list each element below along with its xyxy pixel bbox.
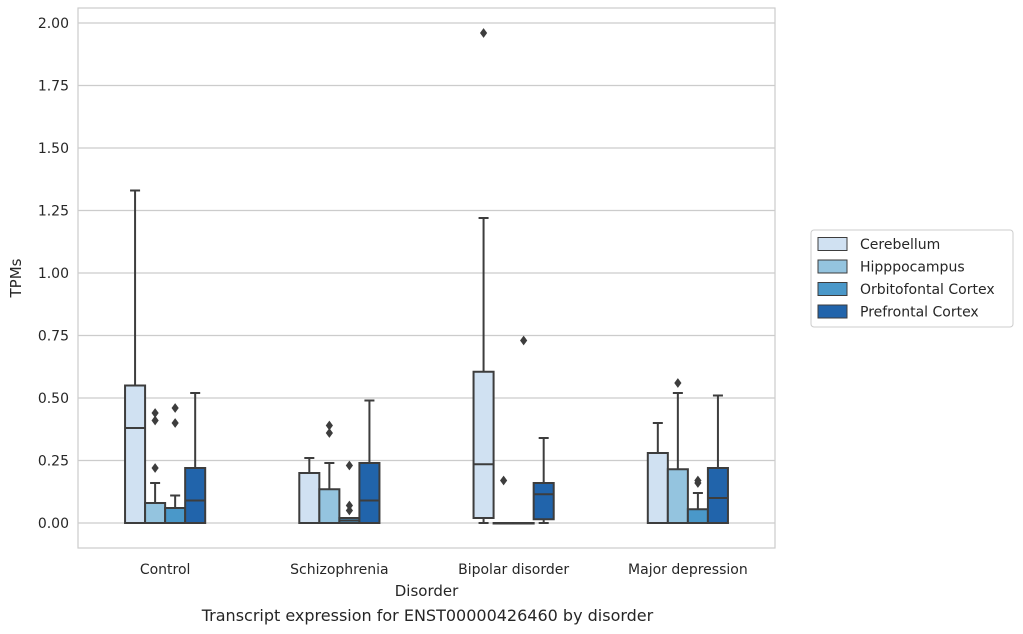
- outlier-point: [171, 403, 179, 413]
- y-axis-label: TPMs: [7, 258, 25, 298]
- box-body: [532, 482, 555, 521]
- legend-item: Hipppocampus: [817, 259, 965, 276]
- series-3: [164, 335, 709, 525]
- legend-item: Prefrontal Cortex: [817, 304, 979, 321]
- box: [164, 403, 187, 524]
- outlier-point: [325, 420, 333, 431]
- legend-swatch: [817, 282, 848, 296]
- y-tick-label: 1.50: [38, 141, 69, 157]
- box-body: [124, 384, 147, 524]
- box: [646, 422, 669, 524]
- box: [686, 475, 709, 524]
- box-body: [706, 467, 729, 524]
- box: [318, 420, 341, 524]
- legend-item: Orbitofontal Cortex: [817, 282, 995, 298]
- y-tick-label: 0.25: [38, 454, 69, 470]
- box-series-group: [124, 28, 729, 525]
- box-body: [686, 508, 709, 524]
- outlier-point: [674, 378, 682, 388]
- outlier-point: [500, 475, 508, 486]
- legend-label: Cerebellum: [860, 237, 940, 253]
- legend-swatch: [817, 237, 848, 251]
- legend-label: Hipppocampus: [860, 260, 965, 276]
- box-body: [144, 502, 167, 524]
- outlier-point: [325, 428, 333, 438]
- y-tick-label: 1.00: [38, 266, 69, 282]
- box: [472, 28, 495, 524]
- box: [298, 457, 321, 524]
- x-tick-label: Major depression: [628, 562, 748, 578]
- series-4: [184, 392, 729, 524]
- box-body: [318, 488, 341, 524]
- box: [358, 399, 381, 524]
- outlier-point: [151, 463, 159, 473]
- x-axis-label: Disorder: [395, 582, 459, 600]
- legend-item: Cerebellum: [817, 237, 940, 253]
- plot-frame: [77, 7, 776, 549]
- outlier-point: [151, 408, 159, 418]
- grid-lines: [78, 22, 775, 524]
- legend-frame: [810, 229, 1014, 328]
- outlier-point: [520, 335, 528, 346]
- y-tick-label: 0.00: [38, 516, 69, 532]
- box-body: [666, 468, 689, 524]
- outlier-point: [151, 415, 159, 426]
- legend-swatch: [817, 259, 848, 274]
- y-axis-ticks: 0.00 0.25 0.50 0.75 1.00 1.25 1.50 1.75 2.00: [38, 16, 69, 532]
- y-tick-label: 0.50: [38, 391, 69, 407]
- y-tick-label: 1.75: [38, 79, 69, 95]
- outlier-point: [345, 460, 353, 471]
- box-body: [184, 467, 207, 524]
- box-body: [646, 452, 669, 524]
- x-tick-label: Schizophrenia: [290, 562, 388, 578]
- legend-label: Prefrontal Cortex: [860, 305, 979, 321]
- box-body: [358, 462, 381, 524]
- box: [144, 408, 167, 524]
- legend-swatch: [817, 304, 848, 319]
- box: [512, 335, 535, 525]
- series-1: [124, 28, 669, 524]
- plot-area: [78, 8, 775, 548]
- box: [666, 378, 689, 524]
- outlier-point: [345, 505, 353, 516]
- box-body: [298, 472, 321, 524]
- legend-label: Orbitofontal Cortex: [860, 282, 995, 298]
- outlier-point: [345, 500, 353, 511]
- y-tick-label: 2.00: [38, 16, 69, 32]
- outlier-point: [171, 418, 179, 428]
- y-tick-label: 0.75: [38, 329, 69, 345]
- x-tick-label: Bipolar disorder: [458, 562, 569, 578]
- box-body: [472, 370, 495, 519]
- series-2: [144, 378, 689, 525]
- box: [706, 394, 729, 524]
- chart-caption: Transcript expression for ENST0000042646…: [201, 606, 654, 625]
- legend: Cerebellum Hipppocampus Orbitofontal Corte…: [810, 229, 1014, 328]
- box-body: [164, 507, 187, 524]
- y-tick-label: 1.25: [38, 204, 69, 220]
- outlier-point: [694, 475, 702, 486]
- box: [532, 437, 555, 524]
- outlier-point: [479, 28, 488, 38]
- box: [184, 392, 207, 524]
- x-axis-ticks: Control Schizophrenia Bipolar disorder Majo…: [140, 562, 748, 578]
- x-tick-label: Control: [140, 562, 191, 578]
- box: [124, 189, 147, 524]
